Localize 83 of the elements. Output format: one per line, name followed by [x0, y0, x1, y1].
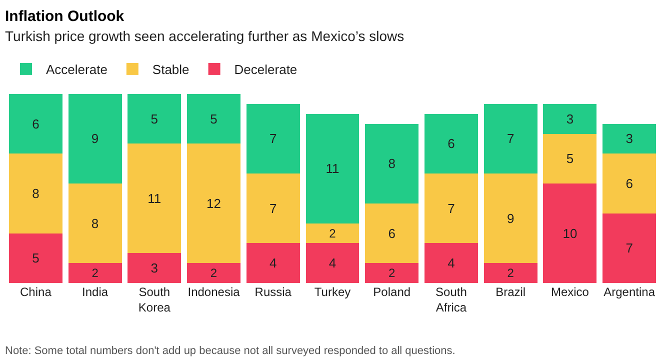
data-label: 8 — [32, 186, 40, 201]
bar — [8, 94, 62, 154]
chart-title: Inflation Outlook — [5, 8, 125, 25]
bar — [484, 263, 538, 283]
data-label: 11 — [148, 190, 162, 206]
data-label: 2 — [210, 266, 218, 280]
bar — [543, 184, 597, 283]
bar — [484, 104, 538, 174]
data-label: 3 — [626, 131, 633, 146]
legend-label: Stable — [152, 62, 190, 78]
data-label: 5 — [32, 250, 40, 266]
data-label: 10 — [562, 226, 578, 241]
bar — [8, 154, 62, 234]
data-label: 4 — [328, 256, 336, 271]
data-label: 2 — [329, 226, 336, 240]
data-label: 6 — [388, 226, 396, 241]
bar — [365, 124, 419, 204]
bar — [306, 223, 360, 244]
bar — [424, 114, 478, 174]
data-label: 4 — [448, 256, 455, 271]
x-tick-label: South Africa — [436, 285, 467, 315]
bar — [187, 144, 240, 264]
data-label: 5 — [566, 151, 574, 166]
bar — [246, 174, 300, 244]
data-label: 12 — [206, 196, 222, 211]
bar — [543, 104, 597, 134]
bar — [128, 94, 182, 144]
bar — [602, 154, 656, 214]
bar — [68, 263, 122, 283]
bar — [484, 174, 538, 264]
data-label: 5 — [150, 111, 158, 126]
bar — [365, 263, 419, 283]
x-tick-label: Russia — [254, 285, 292, 299]
data-label: 2 — [507, 266, 514, 280]
data-label: 2 — [388, 266, 396, 280]
bar — [543, 134, 597, 184]
bar — [424, 243, 478, 283]
data-label: 2 — [92, 266, 99, 280]
data-label: 5 — [210, 111, 218, 126]
bar — [187, 94, 240, 144]
data-label: 7 — [270, 200, 277, 216]
chart-subtitle: Turkish price growth seen accelerating further as Mexico’s slows — [5, 28, 404, 44]
x-tick-label: China — [20, 285, 52, 299]
x-tick-label: Poland — [373, 285, 411, 299]
bar — [8, 233, 62, 283]
data-label: 9 — [91, 131, 99, 146]
data-label: 6 — [32, 116, 40, 132]
x-tick-label: India — [82, 285, 108, 299]
bar — [306, 114, 360, 224]
bar — [128, 253, 182, 283]
data-label: 9 — [506, 210, 514, 226]
x-tick-label: South Korea — [138, 285, 171, 315]
data-label: 6 — [626, 176, 633, 191]
data-label: 6 — [448, 136, 455, 152]
x-tick-label: Indonesia — [188, 285, 240, 299]
data-label: 4 — [270, 256, 277, 271]
data-label: 7 — [626, 240, 633, 256]
data-label: 8 — [91, 216, 99, 231]
x-tick-label: Turkey — [314, 285, 351, 299]
bar — [306, 243, 360, 283]
bar — [68, 94, 122, 184]
x-tick-label: Mexico — [550, 285, 590, 299]
bar — [246, 243, 300, 283]
bar — [602, 213, 656, 283]
bar — [424, 174, 478, 244]
data-label: 11 — [326, 161, 340, 176]
bar — [246, 104, 300, 174]
x-tick-label: Argentina — [604, 285, 656, 299]
legend-label: Decelerate — [234, 62, 298, 78]
bar — [187, 263, 240, 283]
data-label: 7 — [448, 200, 455, 216]
data-label: 7 — [506, 131, 514, 146]
data-label: 7 — [270, 131, 277, 146]
bar — [128, 144, 182, 254]
data-label: 3 — [566, 111, 574, 126]
x-tick-label: Brazil — [496, 285, 526, 299]
data-label: 8 — [388, 156, 396, 172]
bar — [68, 184, 122, 264]
legend-label: Accelerate — [46, 62, 108, 78]
text: Note: Some total numbers don't add up because not all surveyed responded to all questions. — [5, 345, 456, 357]
bar — [365, 203, 419, 264]
bar — [602, 124, 656, 154]
data-label: 3 — [150, 260, 158, 276]
